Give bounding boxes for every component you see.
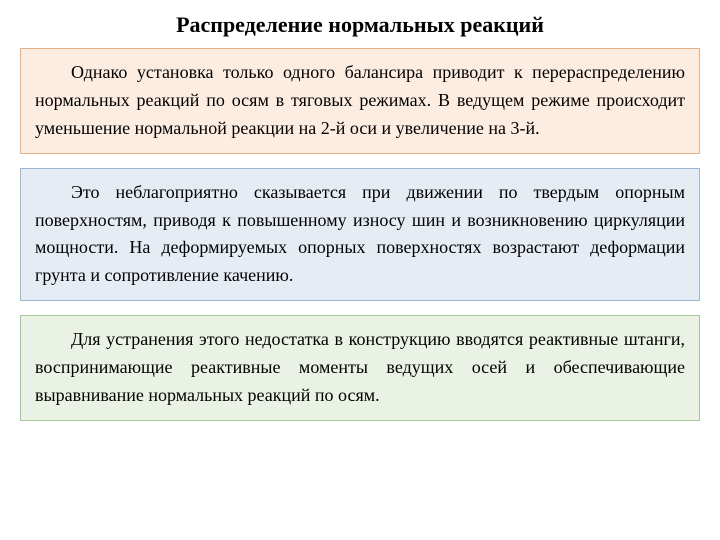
- info-box-2: Это неблагоприятно сказывается при движе…: [20, 168, 700, 302]
- info-box-1: Однако установка только одного балансира…: [20, 48, 700, 154]
- page-title: Распределение нормальных реакций: [20, 12, 700, 38]
- info-box-3: Для устранения этого недостатка в констр…: [20, 315, 700, 421]
